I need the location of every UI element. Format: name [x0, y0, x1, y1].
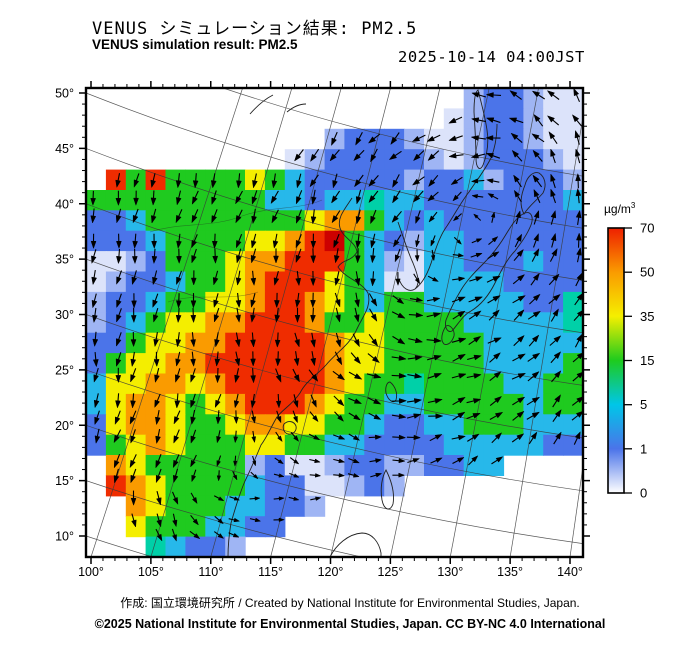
coast-luzon — [380, 469, 394, 510]
coast-kyushu — [441, 325, 455, 345]
colorbar-tick-label: 0 — [640, 486, 647, 501]
lat-tick-label: 35° — [55, 253, 74, 267]
valid-timestamp: 2025-10-14 04:00JST — [398, 48, 585, 66]
colorbar: 70 50 35 15 5 1 0 — [607, 221, 654, 501]
colorbar-tick-label: 5 — [640, 397, 647, 412]
lat-tick-label: 45° — [55, 142, 74, 156]
colorbar-tick-label: 50 — [640, 265, 654, 280]
wind-vectors — [90, 88, 583, 542]
page-title-japanese: VENUS シミュレーション結果: PM2.5 — [92, 19, 418, 39]
coast-hainan — [282, 421, 297, 435]
lon-tick-label: 125° — [377, 565, 403, 579]
coast-primorye — [446, 123, 498, 227]
coast-borneo — [329, 532, 382, 557]
coast-taiwan — [385, 381, 398, 403]
lat-tick-label: 10° — [55, 530, 74, 544]
lon-tick-label: 105° — [138, 565, 164, 579]
credit-line: 作成: 国立環境研究所 / Created by National Instit… — [120, 596, 580, 610]
inland-borders — [149, 199, 323, 303]
page-title-english: VENUS simulation result: PM2.5 — [92, 37, 298, 52]
graticule — [86, 88, 583, 557]
colorbar-unit-exponent: 3 — [630, 201, 636, 210]
colorbar-gradient — [607, 227, 625, 494]
colorbar-tick-label: 35 — [640, 309, 654, 324]
lon-tick-label: 135° — [497, 565, 523, 579]
lat-tick-label: 40° — [55, 197, 74, 211]
lon-tick-label: 110° — [198, 565, 223, 579]
colorbar-tick-label: 15 — [640, 353, 654, 368]
lat-tick-label: 15° — [55, 474, 74, 488]
lon-tick-label: 140° — [557, 565, 583, 579]
map-frame — [84, 86, 585, 559]
lat-tick-label: 50° — [55, 87, 74, 101]
pm25-field — [86, 88, 583, 557]
lon-tick-label: 130° — [437, 565, 463, 579]
lat-axis-labels: 50° 45° 40° 35° 30° 25° 20° 15° 10° — [55, 87, 74, 544]
lat-tick-label: 20° — [55, 419, 74, 433]
colorbar-tick-label: 1 — [640, 441, 647, 456]
lat-tick-label: 25° — [55, 363, 74, 377]
lon-tick-label: 120° — [318, 565, 344, 579]
lon-axis-labels: 100° 105° 110° 115° 120° 125° 130° 135° 140° — [78, 565, 583, 579]
coast-sakhalin — [473, 89, 489, 169]
coast-hokkaido — [520, 172, 546, 215]
lon-tick-label: 115° — [258, 565, 283, 579]
colorbar-ticks — [624, 227, 632, 494]
lakes-baikal — [249, 94, 307, 115]
axis-ticks — [79, 81, 590, 564]
license-line: ©2025 National Institute for Environment… — [94, 617, 606, 631]
lon-tick-label: 100° — [78, 565, 104, 579]
colorbar-tick-labels: 70 50 35 15 5 1 0 — [640, 221, 654, 501]
colorbar-unit-label: µg/m3 — [604, 201, 636, 216]
coast-china-indochina — [227, 197, 370, 557]
colorbar-tick-label: 70 — [640, 221, 654, 236]
lat-tick-label: 30° — [55, 308, 74, 322]
